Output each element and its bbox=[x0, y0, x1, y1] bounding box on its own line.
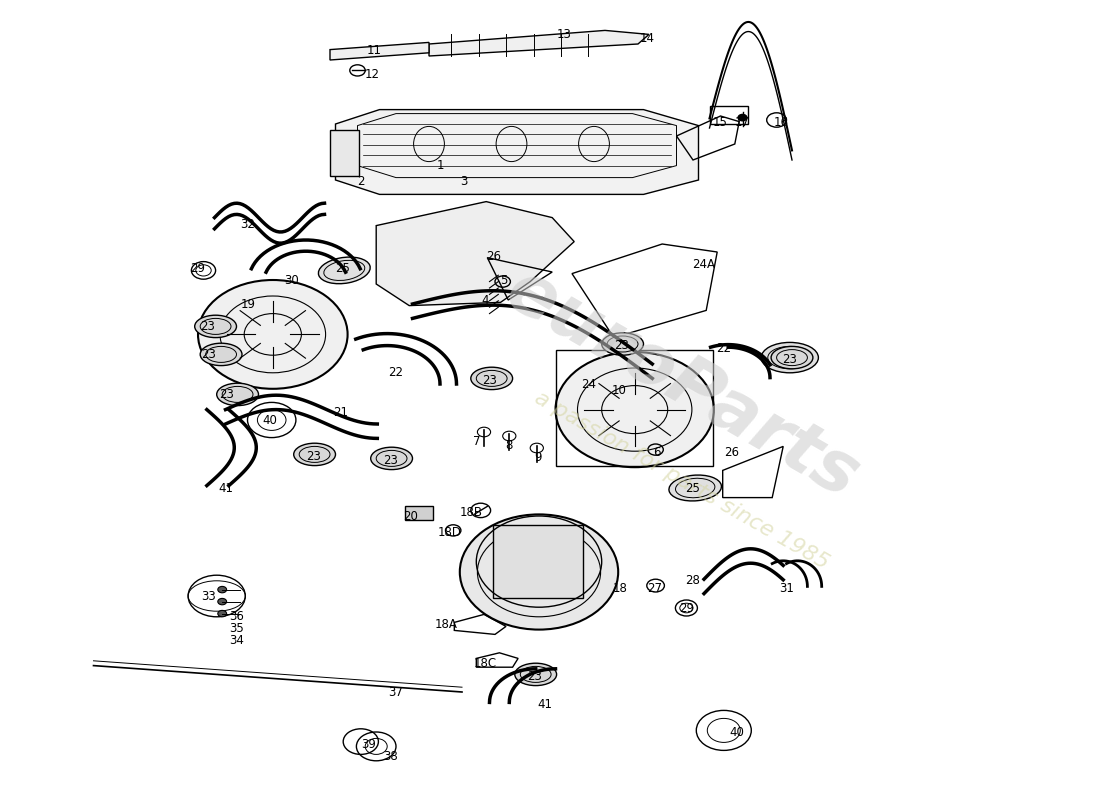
Text: euroParts: euroParts bbox=[493, 255, 871, 513]
Bar bbox=[330, 130, 359, 176]
Text: 24: 24 bbox=[581, 378, 596, 390]
Ellipse shape bbox=[669, 475, 722, 501]
Ellipse shape bbox=[294, 443, 335, 466]
Text: 33: 33 bbox=[201, 590, 217, 602]
Text: 31: 31 bbox=[779, 582, 794, 594]
Text: 29: 29 bbox=[190, 262, 206, 274]
Text: 41: 41 bbox=[537, 698, 552, 710]
Text: 23: 23 bbox=[614, 339, 629, 352]
Text: 3: 3 bbox=[461, 175, 468, 188]
Ellipse shape bbox=[471, 367, 513, 390]
Circle shape bbox=[738, 114, 747, 121]
Text: 6: 6 bbox=[653, 446, 660, 458]
Text: 40: 40 bbox=[729, 726, 745, 738]
Text: 27: 27 bbox=[647, 582, 662, 594]
Text: 25: 25 bbox=[685, 482, 701, 494]
Circle shape bbox=[460, 514, 618, 630]
Text: 13: 13 bbox=[557, 28, 572, 41]
Text: 18B: 18B bbox=[460, 506, 482, 518]
Text: 23: 23 bbox=[482, 374, 497, 386]
Circle shape bbox=[556, 352, 714, 467]
Ellipse shape bbox=[515, 663, 557, 686]
Text: 23: 23 bbox=[306, 450, 321, 462]
Text: 5: 5 bbox=[500, 274, 507, 286]
Polygon shape bbox=[336, 110, 698, 194]
Text: 4: 4 bbox=[482, 294, 488, 306]
Ellipse shape bbox=[771, 346, 813, 369]
Text: 18D: 18D bbox=[438, 526, 462, 538]
Polygon shape bbox=[376, 202, 574, 306]
Text: 18: 18 bbox=[613, 582, 628, 594]
Ellipse shape bbox=[195, 315, 236, 338]
Text: 36: 36 bbox=[229, 610, 244, 622]
Text: 16: 16 bbox=[773, 116, 789, 129]
Text: 23: 23 bbox=[200, 320, 216, 333]
Text: 26: 26 bbox=[724, 446, 739, 458]
Text: 28: 28 bbox=[685, 574, 701, 586]
Circle shape bbox=[218, 610, 227, 617]
Text: 25: 25 bbox=[334, 262, 350, 274]
Ellipse shape bbox=[318, 257, 371, 284]
Text: 30: 30 bbox=[284, 274, 299, 286]
Ellipse shape bbox=[371, 447, 412, 470]
Bar bbox=[493, 525, 583, 598]
Text: 24A: 24A bbox=[693, 258, 715, 270]
Text: 35: 35 bbox=[229, 622, 244, 634]
Text: 37: 37 bbox=[388, 686, 404, 698]
Text: 23: 23 bbox=[782, 354, 797, 366]
Text: 32: 32 bbox=[240, 218, 255, 230]
Text: 41: 41 bbox=[218, 482, 233, 494]
Text: a passion for parts since 1985: a passion for parts since 1985 bbox=[531, 387, 833, 573]
Text: 8: 8 bbox=[506, 439, 513, 452]
Polygon shape bbox=[330, 42, 429, 60]
Text: 23: 23 bbox=[383, 454, 398, 466]
Text: 40: 40 bbox=[262, 414, 277, 426]
Text: 20: 20 bbox=[403, 510, 418, 522]
Text: 1: 1 bbox=[437, 159, 443, 172]
Text: 14: 14 bbox=[639, 32, 654, 45]
Bar bbox=[710, 106, 748, 124]
Text: 18A: 18A bbox=[436, 618, 458, 630]
Text: 29: 29 bbox=[679, 602, 694, 614]
Text: 15: 15 bbox=[713, 116, 728, 129]
Text: 26: 26 bbox=[486, 250, 502, 262]
Text: 38: 38 bbox=[383, 750, 398, 762]
Text: 11: 11 bbox=[366, 44, 382, 57]
Ellipse shape bbox=[761, 342, 818, 373]
Text: 34: 34 bbox=[229, 634, 244, 646]
Ellipse shape bbox=[217, 383, 258, 406]
Polygon shape bbox=[429, 30, 649, 56]
Text: 12: 12 bbox=[364, 68, 380, 81]
Bar bbox=[405, 506, 433, 520]
Text: 2: 2 bbox=[358, 175, 364, 188]
Text: 9: 9 bbox=[535, 451, 541, 464]
Text: 23: 23 bbox=[219, 388, 234, 401]
Text: 23: 23 bbox=[201, 348, 217, 361]
Circle shape bbox=[198, 280, 348, 389]
Text: 22: 22 bbox=[388, 366, 404, 378]
Text: 21: 21 bbox=[333, 406, 349, 418]
Text: 22: 22 bbox=[716, 342, 732, 354]
Ellipse shape bbox=[200, 343, 242, 366]
Circle shape bbox=[218, 598, 227, 605]
Text: 39: 39 bbox=[361, 738, 376, 750]
Ellipse shape bbox=[602, 333, 644, 355]
Text: 17: 17 bbox=[735, 116, 750, 129]
Text: 23: 23 bbox=[527, 670, 542, 682]
Circle shape bbox=[218, 586, 227, 593]
Text: 19: 19 bbox=[241, 298, 256, 310]
Text: 10: 10 bbox=[612, 384, 627, 397]
Text: 7: 7 bbox=[473, 435, 480, 448]
Text: 18C: 18C bbox=[473, 657, 497, 670]
